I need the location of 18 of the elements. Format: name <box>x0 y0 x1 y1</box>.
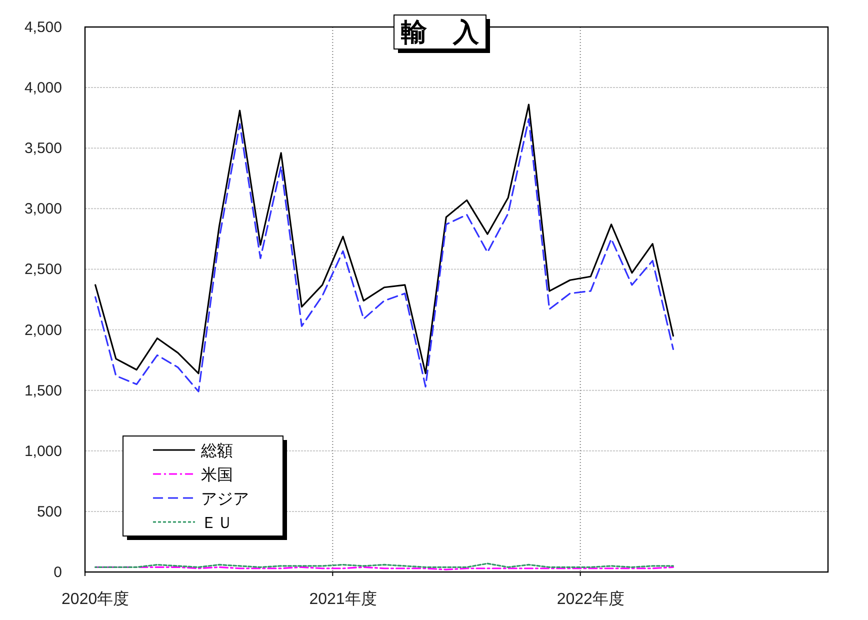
y-tick-label: 3,500 <box>24 140 62 158</box>
legend-label: アジア <box>201 491 249 508</box>
x-tick-label: 2020年度 <box>62 590 130 608</box>
y-tick-label: 500 <box>36 503 62 520</box>
y-tick-label: 3,000 <box>24 200 62 218</box>
y-tick-label: 1,000 <box>24 442 62 460</box>
y-tick-label: 4,000 <box>24 80 62 97</box>
legend-label: 米国 <box>201 466 233 484</box>
x-tick-label: 2022年度 <box>556 590 624 608</box>
y-tick-label: 2,500 <box>24 261 62 278</box>
legend-label: 総額 <box>200 442 233 460</box>
y-tick-label: 2,000 <box>24 322 62 339</box>
chart-title: 輸 入 <box>400 17 480 47</box>
y-tick-label: 0 <box>54 564 62 581</box>
y-tick-label: 1,500 <box>24 382 62 400</box>
legend-label: ＥＵ <box>201 515 233 532</box>
x-tick-label: 2021年度 <box>309 590 377 608</box>
y-tick-label: 4,500 <box>24 19 62 36</box>
